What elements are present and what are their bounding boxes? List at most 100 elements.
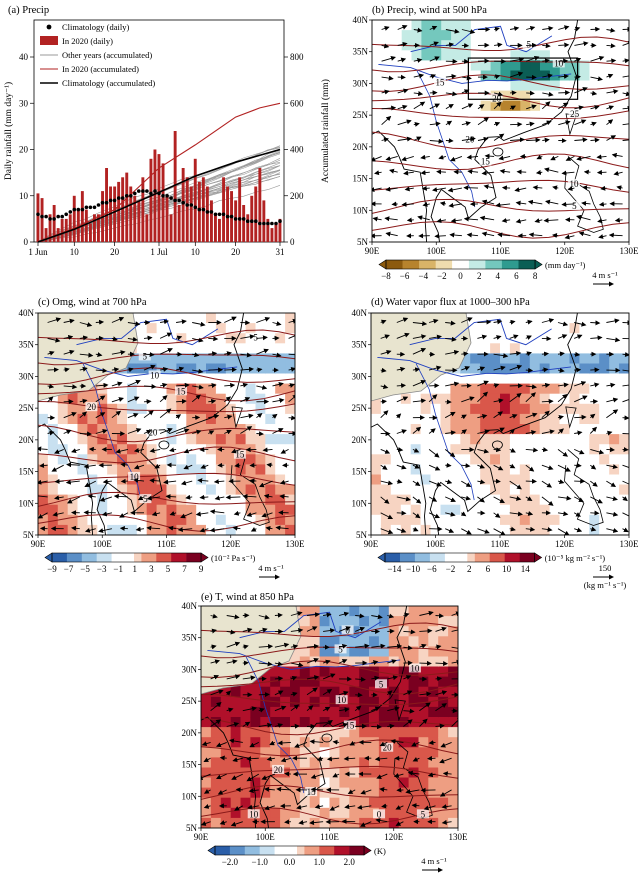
field-cell xyxy=(220,817,232,828)
field-cell xyxy=(391,120,403,132)
field-cell xyxy=(245,323,257,334)
hainan-outline xyxy=(492,147,504,157)
field-cell xyxy=(329,616,340,627)
wind-vector xyxy=(95,368,108,374)
field-cell xyxy=(371,444,382,455)
field-cell xyxy=(280,797,291,809)
field-cell xyxy=(235,434,247,445)
field-cell xyxy=(530,90,541,102)
wind-vector xyxy=(590,496,603,504)
wind-vector xyxy=(429,41,439,47)
field-cell xyxy=(569,434,580,445)
field-cell xyxy=(196,363,207,375)
legend-label: Climatology (daily) xyxy=(62,22,129,32)
field-cell xyxy=(275,504,286,516)
y-tick-label: 20 xyxy=(19,145,29,155)
field-cell xyxy=(359,696,370,708)
bar-2020 xyxy=(210,200,213,242)
wind-vector xyxy=(276,786,291,792)
field-cell xyxy=(490,141,502,152)
wind-vector xyxy=(590,382,600,388)
wind-vector xyxy=(208,413,220,419)
wind-vector xyxy=(338,643,348,649)
wind-vector xyxy=(274,612,283,618)
wind-vector xyxy=(525,384,537,390)
field-cell xyxy=(107,444,118,455)
field-cell xyxy=(250,727,261,738)
field-cell xyxy=(470,161,482,172)
field-cell xyxy=(448,757,458,769)
field-cell xyxy=(529,494,541,506)
field-cell xyxy=(599,504,610,516)
field-cell xyxy=(428,717,439,728)
wind-vector xyxy=(149,478,161,484)
field-cell xyxy=(569,100,581,112)
wind-vector xyxy=(542,120,552,126)
field-cell xyxy=(599,161,610,172)
field-cell xyxy=(549,50,561,61)
field-cell xyxy=(299,797,311,809)
field-cell xyxy=(369,767,380,779)
field-cell xyxy=(579,434,590,445)
wind-vector xyxy=(573,512,581,517)
wind-vector xyxy=(590,105,600,110)
field-cell xyxy=(500,221,511,233)
field-cell xyxy=(569,211,581,223)
field-cell xyxy=(186,333,197,344)
wind-vector xyxy=(246,512,257,517)
field-cell xyxy=(390,464,402,476)
field-cell xyxy=(38,403,49,415)
field-cell xyxy=(47,413,59,425)
field-cell xyxy=(470,524,481,535)
field-cell xyxy=(372,191,383,203)
wind-vector xyxy=(448,202,462,208)
field-cell xyxy=(309,777,321,789)
field-cell xyxy=(127,504,138,516)
wind-vector xyxy=(396,528,407,533)
field-cell xyxy=(388,636,400,647)
wind-vector xyxy=(606,447,615,453)
field-cell xyxy=(530,141,541,152)
wind-vector xyxy=(306,612,320,618)
field-cell xyxy=(215,413,227,425)
field-cell xyxy=(398,737,410,748)
field-cell xyxy=(619,70,629,82)
wind-vector xyxy=(429,103,440,110)
wind-vector xyxy=(611,152,623,158)
wind-vector xyxy=(412,757,420,762)
field-cell xyxy=(509,403,521,415)
wind-vector xyxy=(143,335,153,341)
contour-label-bg xyxy=(490,93,503,103)
field-cell xyxy=(619,231,629,242)
field-cell xyxy=(67,484,79,496)
field-cell xyxy=(559,90,571,102)
field-cell xyxy=(480,70,492,82)
field-cell xyxy=(215,373,227,385)
field-cell xyxy=(359,767,370,779)
wind-vector xyxy=(159,395,168,403)
field-cell xyxy=(411,90,422,102)
wind-vector xyxy=(199,494,209,500)
field-cell xyxy=(156,474,168,486)
wind-vector xyxy=(413,136,422,142)
wind-vector xyxy=(541,496,554,506)
field-cell xyxy=(530,80,541,92)
field-cell xyxy=(510,171,521,183)
field-cell xyxy=(451,211,462,223)
field-cell xyxy=(275,403,286,415)
wind-vector xyxy=(261,512,273,518)
field-cell xyxy=(230,696,242,708)
field-cell xyxy=(519,504,531,516)
wind-vector xyxy=(272,381,284,387)
field-cell xyxy=(380,444,392,455)
field-cell xyxy=(339,807,350,819)
wind-vector xyxy=(541,527,553,533)
wind-vector xyxy=(510,121,523,127)
field-cell xyxy=(559,131,571,142)
field-cell xyxy=(411,50,422,61)
wind-vector xyxy=(225,494,241,500)
field-cell xyxy=(448,737,458,748)
field-cell xyxy=(450,514,461,526)
field-cell xyxy=(440,524,451,535)
clim-dot xyxy=(254,219,258,223)
